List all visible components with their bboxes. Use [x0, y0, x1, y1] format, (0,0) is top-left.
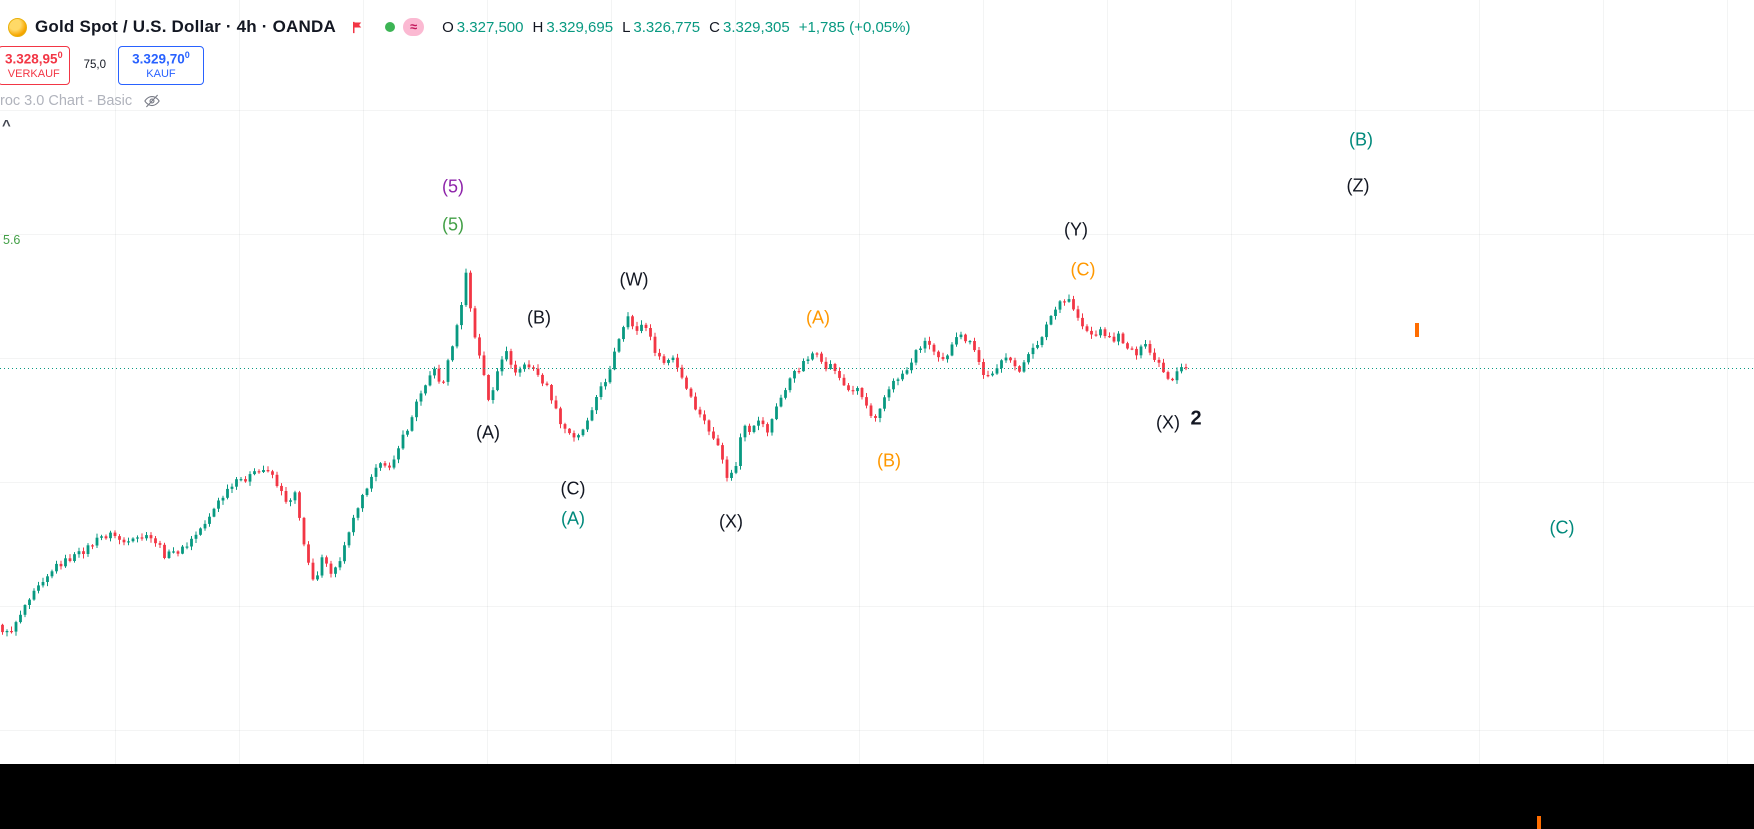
- indicator-partial-value: 5.6: [3, 233, 21, 247]
- chart-pane[interactable]: (5) (5) (W) (B) (A) (Y) (C) (B) (Z) (A) (C) (A) (X) (…: [0, 0, 1754, 764]
- wave-annotation[interactable]: (X): [1156, 412, 1180, 433]
- wave-annotation[interactable]: (Z): [1346, 175, 1370, 196]
- wave-annotation[interactable]: 2: [1190, 407, 1202, 430]
- change-value: +1,785 (+0,05%): [798, 18, 911, 36]
- wave-annotation[interactable]: (5): [442, 214, 464, 235]
- delayed-data-badge[interactable]: ≈: [402, 18, 425, 36]
- wave-annotation[interactable]: (X): [719, 511, 743, 532]
- low-label: L: [622, 18, 631, 36]
- wave-annotation[interactable]: (A): [561, 508, 585, 529]
- legend-collapse-caret[interactable]: ^: [2, 117, 11, 134]
- candlestick-series: [1, 268, 1188, 637]
- ohlc-readout: O 3.327,500 H 3.329,695 L 3.326,775 C 3.…: [442, 19, 910, 36]
- orange-tick-bottom: [1537, 816, 1541, 829]
- sell-label: VERKAUF: [7, 67, 60, 80]
- open-value: 3.327,500: [456, 18, 524, 36]
- wave-annotation[interactable]: (C): [1549, 517, 1575, 538]
- wave-annotation[interactable]: (W): [619, 269, 649, 290]
- symbol-legend: Gold Spot / U.S. Dollar · 4h · OANDA ≈ O…: [8, 17, 910, 37]
- high-label: H: [532, 18, 544, 36]
- wave-annotation[interactable]: (B): [1349, 129, 1373, 150]
- wave-annotation[interactable]: (A): [476, 422, 500, 443]
- close-label: C: [709, 18, 720, 36]
- close-value: 3.329,305: [722, 18, 790, 36]
- eye-off-icon[interactable]: [143, 92, 161, 110]
- bottom-black-bar: [0, 764, 1754, 829]
- wave-annotation[interactable]: (Y): [1064, 219, 1088, 240]
- buy-price: 3.329,700: [132, 50, 190, 67]
- wave-annotation[interactable]: (A): [806, 307, 830, 328]
- gold-coin-icon: [8, 17, 27, 37]
- sell-price: 3.328,950: [5, 50, 63, 67]
- high-value: 3.329,695: [546, 18, 614, 36]
- wave-annotation[interactable]: (C): [560, 478, 586, 499]
- spread-value: 75,0: [83, 59, 106, 72]
- buy-label: KAUF: [146, 67, 176, 80]
- buy-button[interactable]: 3.329,700 KAUF: [117, 46, 204, 85]
- indicator-legend: roc 3.0 Chart - Basic: [0, 92, 161, 110]
- flag-icon[interactable]: [350, 20, 365, 35]
- market-open-dot-icon[interactable]: [384, 22, 395, 32]
- trade-panel: 3.328,950 VERKAUF 75,0 3.329,700 KAUF: [0, 46, 204, 85]
- orange-tick-chart: [1415, 323, 1419, 337]
- indicator-name[interactable]: roc 3.0 Chart - Basic: [0, 93, 133, 109]
- candlestick-chart[interactable]: [0, 0, 1754, 764]
- wave-annotation[interactable]: (B): [527, 307, 551, 328]
- wave-annotation[interactable]: (5): [442, 176, 464, 197]
- wave-annotation[interactable]: (C): [1070, 259, 1096, 280]
- open-label: O: [442, 18, 454, 36]
- symbol-title[interactable]: Gold Spot / U.S. Dollar · 4h · OANDA: [35, 17, 336, 36]
- sell-button[interactable]: 3.328,950 VERKAUF: [0, 46, 70, 85]
- wave-annotation[interactable]: (B): [877, 450, 901, 471]
- low-value: 3.326,775: [633, 18, 701, 36]
